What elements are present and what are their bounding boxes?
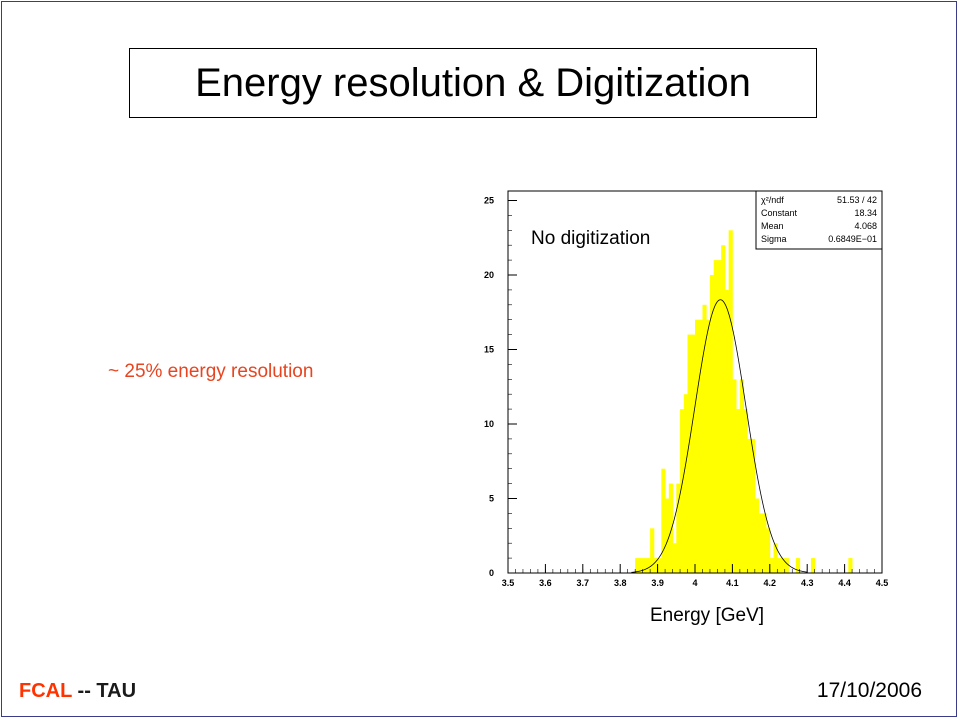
histogram-bar <box>810 558 816 573</box>
histogram-bar <box>683 394 688 573</box>
slide-title: Energy resolution & Digitization <box>195 60 751 105</box>
stats-value: 0.6849E−01 <box>828 234 877 244</box>
histogram-bar <box>721 245 726 573</box>
gaussian-fit-curve <box>631 299 808 573</box>
x-tick-label: 4.4 <box>838 578 851 588</box>
bars-layer <box>635 230 853 574</box>
histogram-bar <box>848 558 853 573</box>
histogram-bar <box>713 260 718 573</box>
stats-box-frame <box>755 190 883 250</box>
histogram-bar <box>754 498 759 573</box>
stats-label: Constant <box>761 208 798 218</box>
stats-label: Sigma <box>761 234 787 244</box>
histogram-bar <box>766 528 771 573</box>
footer-project: FCAL -- TAU <box>19 680 136 703</box>
stats-label: χ²/ndf <box>761 195 784 205</box>
x-tick-label: 4.5 <box>876 578 889 588</box>
y-tick-label: 0 <box>489 568 494 578</box>
x-tick-label: 4.2 <box>764 578 777 588</box>
x-tick-label: 4.3 <box>801 578 814 588</box>
footer-date: 17/10/2006 <box>816 679 922 702</box>
stats-value: 18.34 <box>854 208 877 218</box>
histogram-bar <box>743 409 748 573</box>
histogram-bar <box>709 275 715 573</box>
histogram-bar <box>665 498 670 573</box>
stats-label: Mean <box>761 221 784 231</box>
histogram-bar <box>736 409 741 573</box>
resolution-annotation: ~ 25% energy resolution <box>108 361 314 382</box>
histogram-bar <box>635 558 640 573</box>
y-tick-label: 5 <box>489 494 494 504</box>
histogram-bar <box>676 483 681 573</box>
footer-fcal: FCAL <box>19 680 72 702</box>
y-tick-label: 15 <box>484 345 494 355</box>
histogram-bar <box>777 558 782 573</box>
histogram-bar <box>732 379 737 573</box>
histogram-bar <box>668 483 673 573</box>
y-tick-label: 10 <box>484 419 494 429</box>
histogram-bar <box>661 468 666 573</box>
title-box: Energy resolution & Digitization <box>129 48 817 118</box>
plot-label: No digitization <box>531 228 650 249</box>
histogram-bar <box>781 558 786 573</box>
histogram-bar <box>795 558 801 573</box>
histogram-bar <box>650 528 655 573</box>
stats-value: 4.068 <box>854 221 877 231</box>
histogram-bar <box>724 289 730 573</box>
histogram-bar <box>638 558 644 573</box>
histogram-bar <box>698 319 703 573</box>
x-tick-label: 3.6 <box>539 578 552 588</box>
histogram-bar <box>769 558 774 573</box>
histogram-bar <box>691 334 696 573</box>
x-tick-label: 4.1 <box>726 578 739 588</box>
stats-value: 51.53 / 42 <box>837 195 877 205</box>
histogram-bar <box>784 558 789 573</box>
histogram-bar <box>751 438 756 573</box>
x-tick-label: 3.7 <box>577 578 590 588</box>
stats-box: χ²/ndf 51.53 / 42 Constant 18.34 Mean 4.068 Si… <box>755 190 883 250</box>
histogram-bar <box>672 543 677 573</box>
histogram-bar <box>728 230 733 574</box>
histogram-bar <box>773 543 778 573</box>
histogram-bar <box>646 558 651 573</box>
histogram-bar <box>695 319 700 573</box>
histogram-bar <box>687 334 692 573</box>
histogram-bar <box>747 438 752 573</box>
histogram-bar <box>702 304 707 573</box>
y-tick-label: 20 <box>484 270 494 280</box>
histogram-bar <box>758 513 763 573</box>
footer-tau: -- TAU <box>77 680 137 702</box>
histogram-bar <box>739 379 745 573</box>
histogram-bar <box>680 409 685 573</box>
histogram-bar <box>657 558 662 573</box>
x-tick-label: 4 <box>692 578 697 588</box>
histogram-bar <box>762 513 767 573</box>
histogram-bar <box>706 319 711 573</box>
x-tick-label: 3.8 <box>614 578 627 588</box>
histogram-bar <box>717 260 722 573</box>
histogram-bar <box>642 558 647 573</box>
x-axis-label: Energy [GeV] <box>650 605 764 626</box>
ticks-layer: 3.5 3.6 3.7 3.8 3.9 4 4.1 4.2 4.3 4.4 4.5 0 5 10 15 20 2… <box>484 196 888 589</box>
y-tick-label: 25 <box>484 196 494 206</box>
x-tick-label: 3.9 <box>651 578 664 588</box>
histogram-bar <box>653 558 658 573</box>
x-tick-label: 3.5 <box>502 578 515 588</box>
